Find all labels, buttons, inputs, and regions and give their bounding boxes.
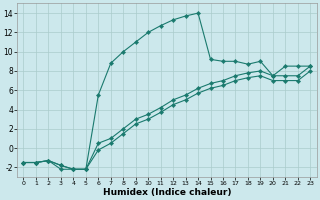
X-axis label: Humidex (Indice chaleur): Humidex (Indice chaleur) [103,188,231,197]
